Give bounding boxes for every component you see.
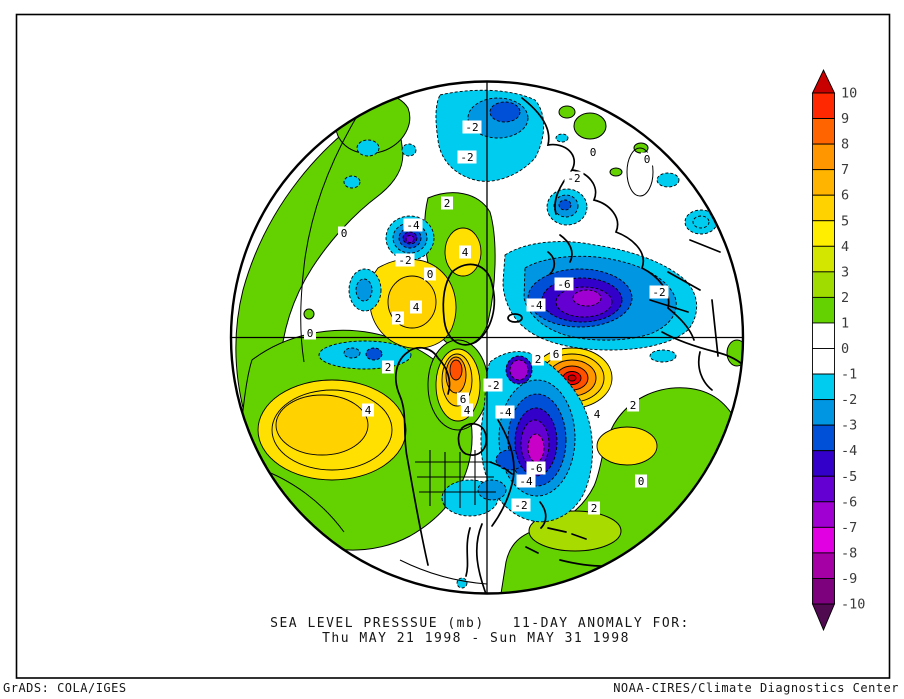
contour-label-text: -4 [406,219,420,232]
colorbar-arrow-top [813,70,835,93]
colorbar-segment [813,195,835,221]
colorbar-tick-label: -10 [841,597,865,613]
contour-label-text: 4 [413,301,420,314]
contour-label-text: 2 [535,353,542,366]
contour-label-text: -2 [460,151,473,164]
colorbar: 109876543210-1-2-3-4-5-6-7-8-9-10 [813,70,866,630]
contour-label-text: -2 [514,499,527,512]
footer-noaa-credit: NOAA-CIRES/Climate Diagnostics Center [613,681,899,695]
colorbar-tick-label: 2 [841,290,849,306]
contour-label-text: 4 [365,404,372,417]
colorbar-tick-label: -3 [841,418,857,434]
colorbar-segment [813,476,835,502]
colorbar-tick-label: -9 [841,571,857,587]
colorbar-segment [813,425,835,451]
colorbar-segment [813,451,835,477]
contour-label-text: -2 [486,379,499,392]
colorbar-segment [813,527,835,553]
colorbar-segment [813,221,835,247]
colorbar-segment [813,553,835,579]
contour-label-text: -2 [652,286,665,299]
contour-label-text: -6 [529,462,542,475]
contour-label-text: 0 [638,475,645,488]
contour-label-text: 4 [464,404,471,417]
contour-label-text: 0 [307,327,314,340]
contour-label-text: 6 [553,348,560,361]
contour-label-text: -4 [519,475,533,488]
plot-title-line1: SEA LEVEL PRESSSUE (mb) 11-DAY ANOMALY F… [270,616,690,631]
colorbar-segment [813,349,835,375]
contour-label-text: -4 [498,406,512,419]
contour-label-text: 0 [427,268,434,281]
colorbar-tick-labels: 109876543210-1-2-3-4-5-6-7-8-9-10 [841,86,865,613]
contour-label-text: 2 [591,502,598,515]
colorbar-tick-label: 0 [841,341,849,357]
colorbar-segment [813,578,835,604]
colorbar-segment [813,400,835,426]
colorbar-segment [813,272,835,298]
colorbar-tick-label: -5 [841,469,857,485]
colorbar-tick-label: -4 [841,443,857,459]
colorbar-tick-label: -1 [841,367,857,383]
colorbar-tick-label: 5 [841,213,849,229]
colorbar-tick-label: 6 [841,188,849,204]
contour-label-text: 0 [644,153,651,166]
colorbar-segment [813,170,835,196]
contour-label-text: 0 [341,227,348,240]
colorbar-tick-label: -2 [841,392,857,408]
contour-label-text: 2 [444,197,451,210]
slp-anomaly-plot: -2-2-2002-4-2004420-6-4-26242064-2-4-6-4… [0,0,904,699]
colorbar-tick-label: 1 [841,315,849,331]
colorbar-tick-label: 7 [841,162,849,178]
contour-label-text: 4 [594,408,601,421]
colorbar-segment [813,374,835,400]
contour-label-text: -4 [529,299,543,312]
colorbar-tick-label: 10 [841,86,857,102]
plot-title-line2: Thu MAY 21 1998 - Sun MAY 31 1998 [322,631,630,646]
contour-label-text: -2 [398,254,411,267]
colorbar-segment [813,246,835,272]
contour-label-text: -2 [465,121,478,134]
colorbar-tick-label: 9 [841,111,849,127]
colorbar-tick-label: 4 [841,239,849,255]
contour-loop [695,133,713,163]
colorbar-tick-label: -8 [841,545,857,561]
contour-label-text: -2 [567,172,580,185]
contour-label-text: 2 [630,399,637,412]
colorbar-segment [813,297,835,323]
colorbar-segments [813,93,835,604]
colorbar-segment [813,502,835,528]
colorbar-tick-label: -7 [841,520,857,536]
contour-label-text: 2 [395,312,402,325]
colorbar-segment [813,323,835,349]
colorbar-tick-label: 8 [841,137,849,153]
colorbar-tick-label: 3 [841,264,849,280]
contour-label-text: 2 [385,361,392,374]
contour-label-text: 0 [590,146,597,159]
colorbar-segment [813,144,835,170]
contour-label-text: -6 [557,278,570,291]
contour-label-text: 4 [462,246,469,259]
colorbar-tick-label: -6 [841,494,857,510]
colorbar-arrow-bottom [813,604,835,630]
footer-grads-credit: GrADS: COLA/IGES [3,681,127,695]
colorbar-segment [813,93,835,119]
colorbar-segment [813,119,835,145]
